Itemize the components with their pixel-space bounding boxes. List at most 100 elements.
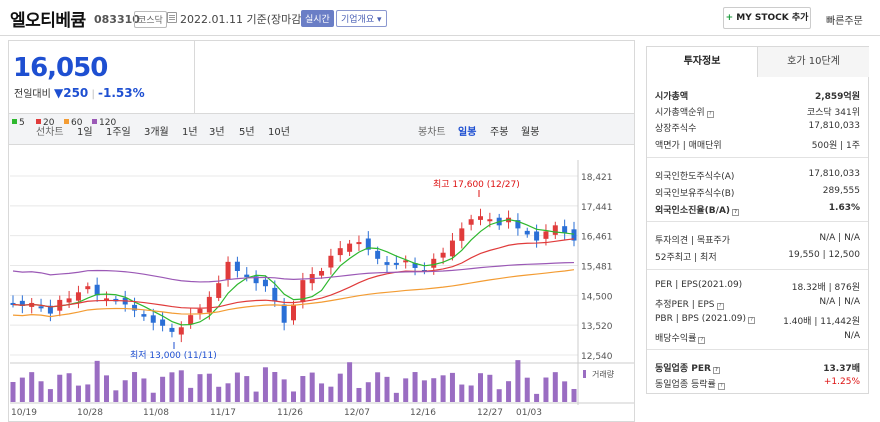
candle-body [347,243,353,252]
line-period-6[interactable]: 10년 [268,127,290,138]
volume-bar [178,370,184,402]
candle-body [38,306,44,309]
line-period-0[interactable]: 1일 [77,127,93,138]
tab-order-book[interactable]: 호가 10단계 [758,47,869,77]
volume-bar [543,377,549,402]
candle-body [459,228,465,241]
volume-bar [309,372,315,402]
line-period-3[interactable]: 1년 [182,127,198,138]
volume-bar [57,374,63,402]
volume-bar [234,372,240,402]
volume-bar [496,389,502,402]
line-period-1[interactable]: 1주일 [106,127,131,138]
volume-bar [365,382,371,402]
candle-body [197,309,203,314]
volume-bar [132,372,138,402]
help-icon[interactable]: ? [712,367,720,374]
volume-bar [85,384,91,402]
candle-period-2[interactable]: 월봉 [521,127,540,138]
volume-bar [328,386,334,402]
legend-ma-120: 120 [92,118,116,128]
candle-body [468,219,474,225]
volume-bar [47,389,53,402]
volume-bar [431,378,437,402]
help-icon[interactable]: ? [748,317,756,324]
high-label: 최고 17,600 (12/27) [433,179,520,190]
volume-bar [515,360,521,402]
candle-body [328,255,334,268]
y-tick-label: 12,540 [581,352,613,362]
volume-bar [478,373,483,402]
candle-body [375,250,381,259]
volume-bar [291,391,296,402]
volume-bar [356,387,362,402]
quick-order-link[interactable]: 빠른주문 [826,16,863,27]
candlestick-chart[interactable]: 12,540 13,520 14,500 15,481 16,461 17,441 18,4… [0,0,640,422]
info-row: 외국인한도주식수(A) 17,810,033 [655,169,860,182]
volume-bar [206,373,212,402]
y-tick-label: 16,461 [581,233,613,243]
line-period-4[interactable]: 3년 [209,127,225,138]
candle-period-1[interactable]: 주봉 [490,127,509,138]
help-icon[interactable]: ? [716,303,724,310]
tab-investment-info[interactable]: 투자정보 [647,47,758,77]
candle-body [188,315,194,325]
ma20-line [12,238,575,309]
legend-ma-5: 5 [12,118,25,128]
candle-body [19,300,25,306]
help-icon[interactable]: ? [698,337,706,344]
help-icon[interactable]: ? [706,111,714,118]
volume-bar [421,380,427,402]
y-tick-label: 13,520 [581,322,613,332]
help-icon[interactable]: ? [717,383,725,390]
help-icon[interactable]: ? [732,209,740,216]
candle-period-0[interactable]: 일봉 [458,127,477,138]
y-tick-label: 15,481 [581,262,613,272]
volume-bar [393,392,399,402]
volume-bar [534,393,540,402]
price-box: 16,050 전일대비 ▼250 | -1.53% [9,41,195,113]
info-row: 52주최고 | 최저 19,550 | 12,500 [655,250,860,263]
volume-bar [104,375,109,402]
line-period-5[interactable]: 5년 [239,127,255,138]
investment-info-panel: 투자정보 호가 10단계 시가총액 2,859억원 시가총액순위? 코스닥 341위 상… [646,46,869,394]
candle-body [206,296,212,313]
candle-body [178,327,184,335]
info-row: 외국인보유주식수(B) 289,555 [655,186,860,199]
divider [647,221,868,222]
volume-bar [347,362,353,402]
candle-body [543,231,549,239]
volume-bar [552,372,558,402]
realtime-button[interactable]: 실시간 [301,10,334,27]
candle-body [281,304,287,323]
line-period-2[interactable]: 3개월 [144,127,169,138]
candle-body [365,238,371,250]
volume-bar [468,385,474,402]
candle-body [552,225,558,235]
volume-bar [188,387,194,402]
volume-bar [113,390,119,402]
legend-ma-20: 20 [36,118,54,128]
company-overview-button[interactable]: 기업개요 ▾ [336,10,387,27]
candle-body [291,304,296,321]
x-tick-label: 12/27 [477,408,503,418]
my-stock-add-button[interactable]: + MY STOCK 추가 [723,7,811,29]
low-label: 최저 13,000 (11/11) [130,350,217,361]
volume-bar [38,381,44,402]
volume-bar [160,376,166,402]
candle-body [403,260,409,263]
candle-body [150,315,156,323]
candle-body [66,298,72,303]
candle-body [300,280,306,303]
calendar-icon [167,12,177,23]
candle-body [225,261,231,280]
divider [647,349,868,350]
candle-body [393,262,399,265]
candle-body [253,276,259,284]
candle-body [132,304,138,311]
volume-bar [225,383,231,402]
candle-body [262,279,268,287]
volume-bar [169,372,175,402]
candle-body [75,292,81,301]
volume-bar [384,376,390,402]
